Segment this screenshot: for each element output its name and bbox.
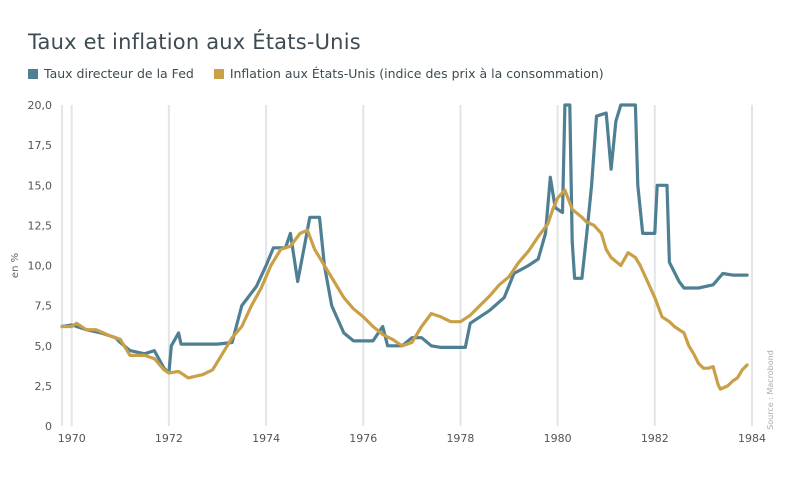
y-tick-label-0: 0 (45, 420, 52, 433)
y-tick-label-7: 17,5 (28, 139, 53, 152)
legend-swatch-inflation (213, 68, 224, 79)
chart-title: Taux et inflation aux États-Unis (28, 30, 361, 54)
y-tick-label-6: 15,0 (28, 179, 53, 192)
source-note: Source : Macrobond (766, 350, 775, 430)
series-line-fed (60, 103, 749, 375)
legend-item-fed: Taux directeur de la Fed (28, 66, 194, 81)
legend-swatch-fed (28, 68, 38, 79)
y-tick-label-5: 12,5 (28, 219, 53, 232)
legend-item-inflation: Inflation aux États-Unis (indice des pri… (213, 66, 604, 81)
x-tick-label-1972: 1972 (155, 432, 183, 445)
y-tick-label-3: 7,5 (35, 300, 53, 313)
y-tick-label-4: 10,0 (28, 260, 53, 273)
legend-label-fed: Taux directeur de la Fed (44, 66, 194, 81)
x-tick-label-1970: 1970 (58, 432, 86, 445)
y-tick-label-2: 5,0 (35, 340, 53, 353)
y-axis-label: en % (10, 253, 21, 278)
y-tick-label-8: 20,0 (28, 99, 53, 112)
legend-label-inflation: Inflation aux États-Unis (indice des pri… (229, 66, 604, 81)
series-line-inflation (60, 188, 749, 391)
x-tick-label-1976: 1976 (349, 432, 377, 445)
x-tick-label-1980: 1980 (544, 432, 572, 445)
y-tick-label-1: 2,5 (35, 380, 53, 393)
x-tick-label-1978: 1978 (446, 432, 474, 445)
x-tick-label-1984: 1984 (738, 432, 766, 445)
legend: Taux directeur de la Fed Inflation aux É… (28, 66, 604, 81)
x-tick-label-1982: 1982 (641, 432, 669, 445)
x-tick-label-1974: 1974 (252, 432, 280, 445)
